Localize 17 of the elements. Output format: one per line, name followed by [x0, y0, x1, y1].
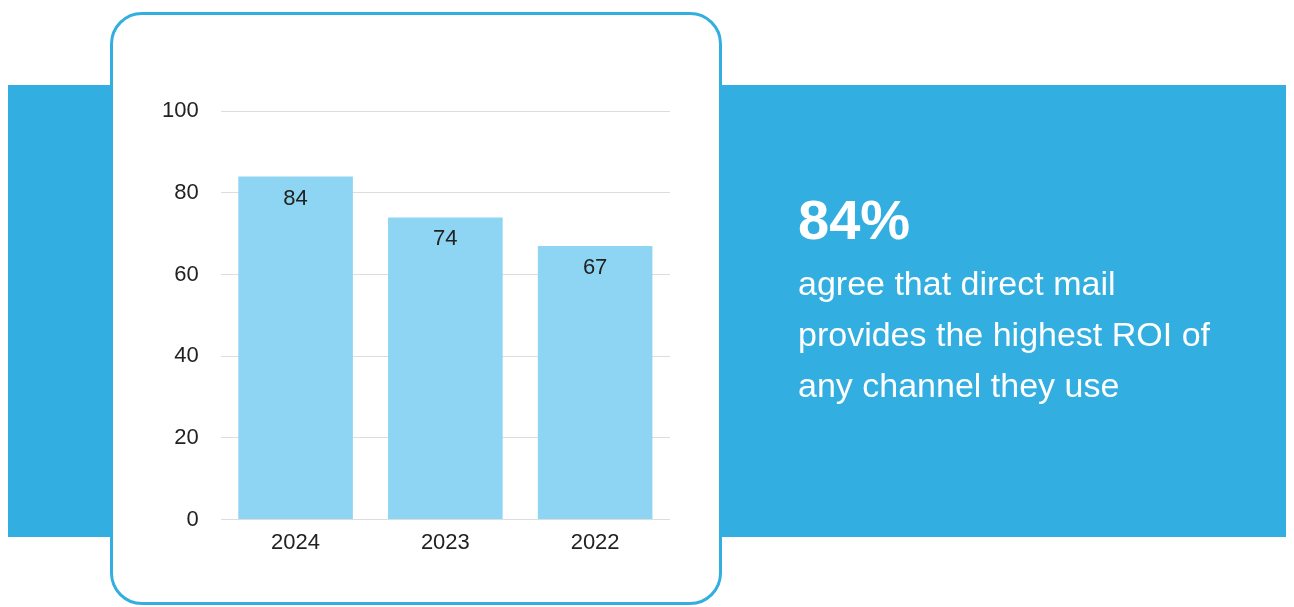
data-label: 74 [433, 225, 458, 251]
text: 84% [798, 188, 912, 252]
bar [238, 176, 353, 520]
data-label: 67 [582, 254, 608, 280]
y-tick-label: 20 [174, 423, 199, 449]
y-tick-label: 40 [174, 342, 199, 368]
y-tick-label: 100 [161, 97, 199, 123]
x-tick-label: 2022 [570, 528, 620, 554]
bar [388, 217, 503, 520]
y-tick-label: 60 [174, 260, 199, 286]
x-tick-label: 2023 [420, 528, 470, 554]
y-tick-label: 80 [174, 178, 199, 204]
y-tick-label: 0 [186, 505, 199, 531]
bar [537, 245, 653, 520]
text: agree that direct mail provides the highest ROI of any channel they use [798, 263, 1211, 406]
x-tick-label: 2024 [271, 528, 321, 554]
data-label: 84 [283, 184, 308, 210]
